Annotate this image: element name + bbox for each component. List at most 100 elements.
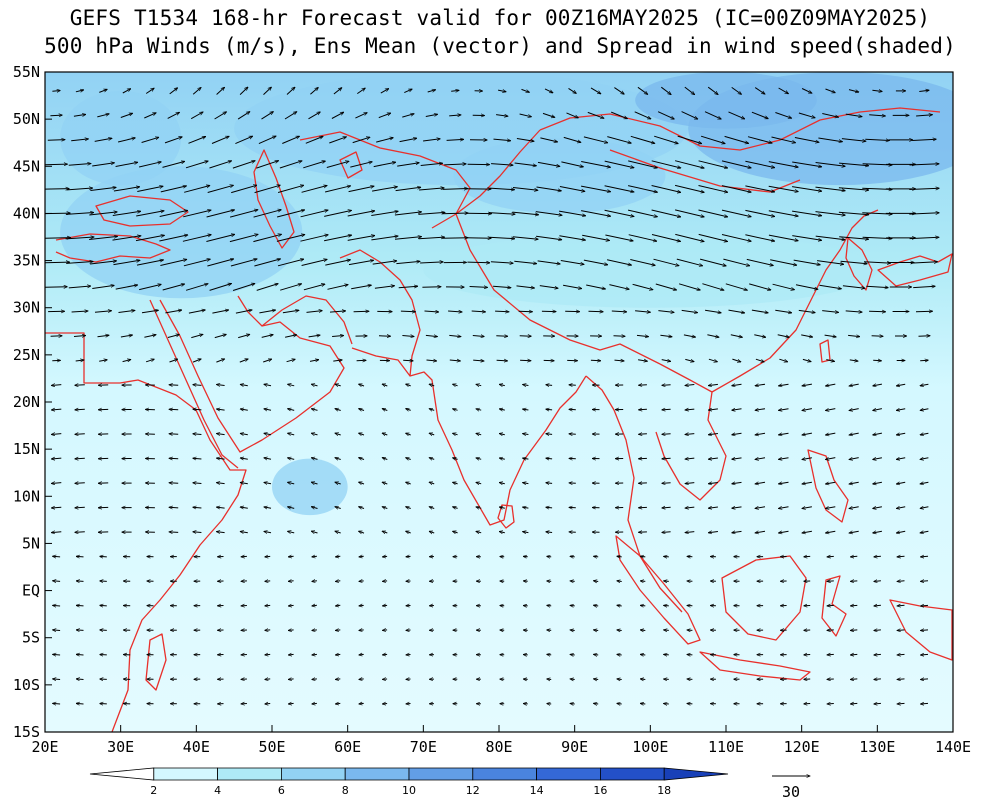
lon-label-130E: 130E	[859, 738, 895, 756]
wind-vector	[583, 136, 608, 143]
wind-vector	[850, 605, 858, 606]
wind-vector	[144, 113, 156, 119]
wind-vector	[582, 234, 609, 240]
wind-vector	[253, 234, 281, 243]
wind-vector	[75, 483, 85, 484]
wind-vector	[570, 703, 575, 704]
colorbar-swatch-8	[600, 767, 665, 781]
wind-vector	[288, 605, 294, 606]
wind-vector	[662, 507, 671, 508]
wind-vector	[335, 654, 341, 655]
wind-vector	[265, 679, 271, 680]
wind-vector	[348, 260, 374, 266]
wind-vector	[265, 654, 271, 655]
wind-vector	[145, 359, 154, 363]
wind-vector	[771, 136, 796, 143]
wind-vector	[897, 654, 905, 655]
wind-vector	[826, 384, 836, 386]
wind-vector	[282, 310, 299, 314]
wind-vector	[308, 335, 321, 337]
wind-vector	[640, 630, 646, 631]
wind-vector	[264, 433, 272, 435]
wind-vector	[499, 483, 505, 484]
wind-vector	[827, 630, 834, 631]
wind-vector	[193, 532, 202, 533]
wind-vector	[802, 384, 812, 386]
wind-vector	[913, 286, 935, 287]
wind-vector	[732, 384, 742, 385]
wind-vector	[376, 138, 393, 143]
wind-vector	[630, 259, 655, 266]
wind-vector	[115, 162, 138, 167]
wind-vector	[300, 235, 329, 242]
wind-vector	[909, 213, 939, 214]
wind-vector	[264, 507, 272, 508]
wind-vector	[874, 679, 881, 680]
wind-vector	[499, 532, 505, 533]
wind-vector	[841, 138, 866, 142]
wind-vector	[288, 679, 294, 680]
wind-vector	[286, 87, 295, 95]
wind-vector	[512, 211, 538, 215]
wind-vector	[627, 185, 657, 193]
wind-vector	[594, 630, 599, 631]
wind-vector	[276, 210, 305, 218]
wind-vector	[546, 385, 553, 386]
wind-vector	[606, 259, 631, 265]
wind-vector	[747, 136, 772, 143]
wind-vector	[493, 139, 511, 141]
wind-vector	[569, 409, 576, 410]
wind-vector	[639, 409, 647, 410]
wind-vector	[332, 336, 344, 337]
wind-vector	[662, 409, 671, 410]
wind-vector	[547, 679, 552, 680]
wind-vector	[732, 507, 742, 508]
wind-vector	[707, 334, 719, 337]
wind-vector	[897, 630, 905, 631]
wind-vector	[818, 137, 842, 142]
wind-vector	[708, 434, 718, 435]
wind-vector	[581, 161, 610, 168]
wind-vector	[896, 458, 906, 460]
wind-vector	[406, 482, 411, 484]
wind-vector	[206, 234, 234, 242]
wind-vector	[708, 384, 718, 385]
wind-vector	[449, 360, 461, 361]
wind-vector	[472, 336, 485, 337]
wind-vector	[441, 213, 468, 214]
wind-vector	[516, 138, 534, 142]
wind-vector	[52, 91, 60, 92]
wind-vector	[815, 235, 845, 240]
wind-vector	[755, 384, 766, 386]
wind-vector	[499, 507, 505, 508]
wind-vector	[685, 409, 695, 410]
lon-label-60E: 60E	[334, 738, 361, 756]
wind-vector	[849, 433, 859, 435]
wind-vector	[850, 654, 858, 655]
lon-label-90E: 90E	[561, 738, 588, 756]
wind-vector	[167, 335, 180, 338]
wind-vector	[897, 605, 905, 606]
wind-vector	[448, 311, 462, 312]
wind-vector	[685, 359, 694, 361]
wind-vector	[499, 434, 505, 435]
wind-vector	[499, 409, 505, 410]
wind-vector	[335, 458, 341, 460]
wind-vector	[617, 630, 622, 631]
wind-vector	[546, 483, 553, 484]
wind-vector	[826, 409, 836, 411]
wind-vector	[193, 458, 202, 459]
wind-vector	[745, 160, 774, 167]
wind-vector	[909, 188, 939, 189]
wind-vector	[75, 409, 85, 410]
wind-vector	[920, 482, 929, 484]
wind-vector	[512, 236, 539, 240]
wind-vector	[288, 654, 294, 655]
wind-vector	[265, 605, 271, 606]
wind-vector	[382, 507, 388, 509]
wind-vector	[190, 112, 203, 120]
wind-vector	[288, 409, 295, 411]
wind-vector	[523, 458, 529, 459]
wind-vector	[217, 458, 225, 459]
wind-vector	[824, 335, 837, 337]
